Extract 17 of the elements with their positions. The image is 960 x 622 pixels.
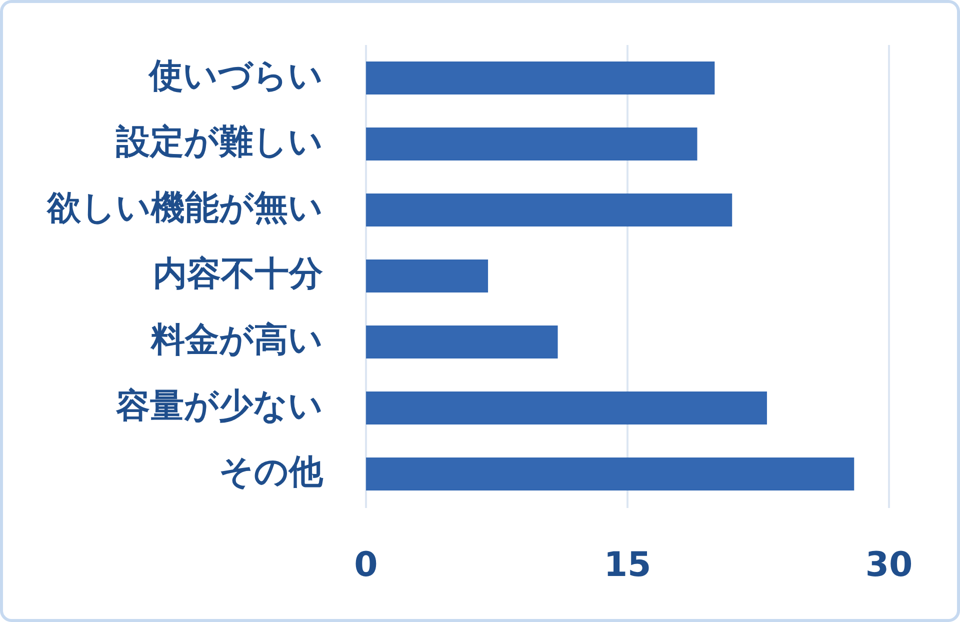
y-tick-label: 料金が高い	[150, 320, 323, 360]
x-tick-label: 0	[354, 545, 378, 585]
bar	[366, 128, 698, 160]
bar	[366, 194, 732, 226]
bar	[366, 260, 488, 292]
y-tick-label: 内容不十分	[153, 254, 323, 294]
bar	[366, 62, 715, 94]
x-tick-label: 30	[865, 545, 913, 585]
bar	[366, 326, 558, 358]
y-tick-label: 設定が難しい	[115, 122, 323, 162]
bar	[366, 392, 767, 424]
y-tick-label: 使いづらい	[148, 56, 323, 96]
y-tick-label: 欲しい機能が無い	[46, 188, 323, 228]
x-tick-label: 15	[604, 545, 652, 585]
bar	[366, 458, 854, 490]
y-tick-label: その他	[219, 452, 324, 492]
y-tick-label: 容量が少ない	[115, 386, 323, 426]
